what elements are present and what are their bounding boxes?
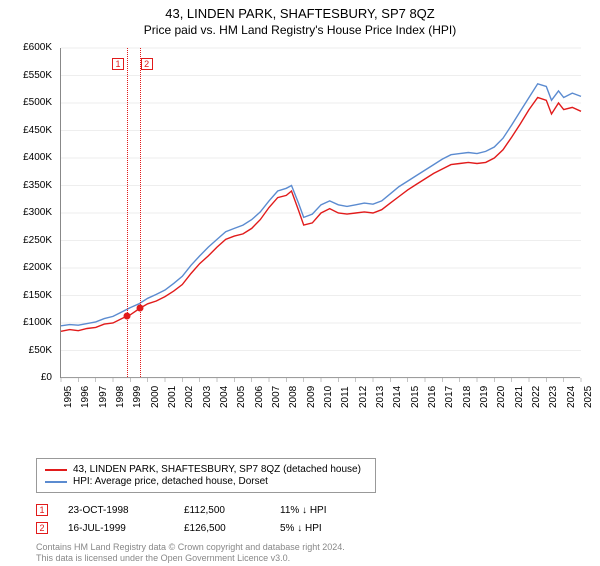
- x-axis-label: 2005: [236, 386, 247, 408]
- x-axis-label: 1995: [63, 386, 74, 408]
- x-axis-label: 2019: [479, 386, 490, 408]
- sale-price: £126,500: [184, 523, 274, 534]
- callout-line: [140, 48, 141, 377]
- callout-marker: 1: [112, 58, 124, 70]
- legend: 43, LINDEN PARK, SHAFTESBURY, SP7 8QZ (d…: [36, 458, 376, 493]
- x-axis-label: 2018: [462, 386, 473, 408]
- y-axis-label: £300K: [8, 207, 52, 218]
- x-axis-label: 2024: [566, 386, 577, 408]
- y-axis-label: £350K: [8, 180, 52, 191]
- x-axis-label: 2017: [444, 386, 455, 408]
- legend-label: HPI: Average price, detached house, Dors…: [73, 476, 268, 487]
- sale-date: 23-OCT-1998: [68, 505, 178, 516]
- x-axis-label: 2016: [427, 386, 438, 408]
- plot-area: [60, 48, 580, 378]
- footer-line1: Contains HM Land Registry data © Crown c…: [36, 542, 345, 552]
- x-axis-label: 1997: [98, 386, 109, 408]
- x-axis-label: 2023: [548, 386, 559, 408]
- x-axis-label: 2004: [219, 386, 230, 408]
- chart-area: £0 £50K £100K £150K £200K £250K £300K £350K £400…: [8, 48, 592, 418]
- x-axis-label: 2025: [583, 386, 594, 408]
- sale-marker: [124, 313, 131, 320]
- y-axis-label: £50K: [8, 345, 52, 356]
- x-axis-label: 2006: [254, 386, 265, 408]
- sale-number: 1: [36, 504, 48, 516]
- sale-date: 16-JUL-1999: [68, 523, 178, 534]
- callout-line: [127, 48, 128, 377]
- x-axis-label: 2021: [514, 386, 525, 408]
- y-axis-label: £500K: [8, 97, 52, 108]
- y-axis-label: £250K: [8, 235, 52, 246]
- y-axis-label: £550K: [8, 70, 52, 81]
- footer-line2: This data is licensed under the Open Gov…: [36, 553, 290, 563]
- y-axis-label: £0: [8, 372, 52, 383]
- sale-price: £112,500: [184, 505, 274, 516]
- x-axis-label: 1998: [115, 386, 126, 408]
- sale-delta: 11% ↓ HPI: [280, 505, 327, 516]
- x-axis-label: 2022: [531, 386, 542, 408]
- x-axis-label: 2002: [184, 386, 195, 408]
- sale-row: 2 16-JUL-1999 £126,500 5% ↓ HPI: [36, 522, 322, 534]
- x-axis-label: 2011: [340, 386, 351, 408]
- x-axis-label: 2008: [288, 386, 299, 408]
- y-axis-label: £100K: [8, 317, 52, 328]
- x-axis-label: 2012: [358, 386, 369, 408]
- sale-delta: 5% ↓ HPI: [280, 523, 322, 534]
- y-axis-label: £150K: [8, 290, 52, 301]
- x-axis-label: 2020: [496, 386, 507, 408]
- page-title: 43, LINDEN PARK, SHAFTESBURY, SP7 8QZ: [0, 6, 600, 21]
- x-axis-label: 1999: [132, 386, 143, 408]
- x-axis-label: 2000: [150, 386, 161, 408]
- x-axis-label: 2009: [306, 386, 317, 408]
- x-axis-label: 2010: [323, 386, 334, 408]
- x-axis-label: 2014: [392, 386, 403, 408]
- sale-number: 2: [36, 522, 48, 534]
- y-axis-label: £200K: [8, 262, 52, 273]
- x-axis-label: 2015: [410, 386, 421, 408]
- x-axis-label: 2001: [167, 386, 178, 408]
- x-axis-label: 2003: [202, 386, 213, 408]
- callout-marker: 2: [141, 58, 153, 70]
- x-axis-label: 2007: [271, 386, 282, 408]
- legend-label: 43, LINDEN PARK, SHAFTESBURY, SP7 8QZ (d…: [73, 464, 361, 475]
- legend-swatch: [45, 481, 67, 483]
- footer-text: Contains HM Land Registry data © Crown c…: [36, 542, 345, 564]
- x-axis-label: 2013: [375, 386, 386, 408]
- sale-row: 1 23-OCT-1998 £112,500 11% ↓ HPI: [36, 504, 327, 516]
- legend-swatch: [45, 469, 67, 471]
- page-subtitle: Price paid vs. HM Land Registry's House …: [0, 23, 600, 37]
- y-axis-label: £600K: [8, 42, 52, 53]
- y-axis-label: £400K: [8, 152, 52, 163]
- sale-marker: [136, 305, 143, 312]
- legend-row: 43, LINDEN PARK, SHAFTESBURY, SP7 8QZ (d…: [45, 464, 367, 475]
- x-axis-label: 1996: [80, 386, 91, 408]
- legend-row: HPI: Average price, detached house, Dors…: [45, 476, 367, 487]
- y-axis-label: £450K: [8, 125, 52, 136]
